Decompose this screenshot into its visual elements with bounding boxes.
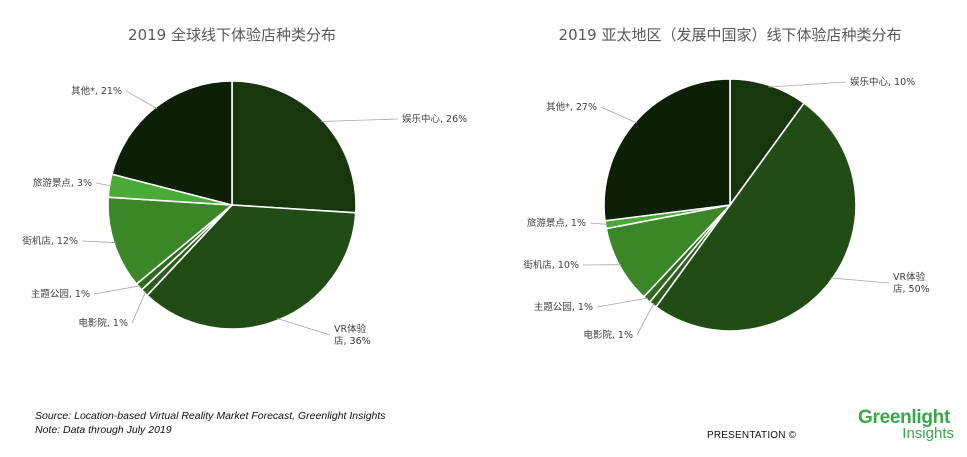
slice-label: 娱乐中心, 10%	[850, 76, 915, 88]
pie-chart-apac: 娱乐中心, 10% VR体验店, 50% 电影院, 1% 主题公园, 1% 街机店, 1…	[523, 76, 929, 341]
leader-line	[636, 302, 655, 336]
slice-label: 电影院, 1%	[78, 317, 128, 329]
leader-line	[93, 285, 141, 295]
slice-label: 其他*, 21%	[71, 85, 122, 97]
slice-label: 街机店, 10%	[523, 259, 579, 271]
slice-label: 其他*, 27%	[546, 101, 597, 113]
pie-slice	[654, 101, 857, 332]
pie-slice	[110, 80, 233, 207]
leader-line	[95, 182, 112, 187]
leader-line	[600, 106, 638, 124]
greenlight-logo: Greenlight Insights	[858, 408, 958, 442]
source-note: Source: Location-based Virtual Reality M…	[35, 409, 386, 437]
pie-slice	[605, 203, 733, 298]
slice-label: 电影院, 1%	[583, 329, 633, 341]
source-text: Source: Location-based Virtual Reality M…	[35, 410, 386, 422]
leader-line	[320, 118, 399, 122]
leader-line	[131, 291, 147, 324]
logo-line1: Greenlight	[858, 407, 951, 428]
pie-slice	[107, 196, 235, 286]
chart-title-apac: 2019 亚太地区（发展中国家）线下体验店种类分布	[558, 26, 902, 44]
leader-line	[589, 222, 608, 225]
leader-line	[276, 318, 331, 336]
leader-line	[81, 240, 117, 244]
slice-label: 旅游景点, 3%	[33, 177, 92, 189]
leader-line	[830, 277, 890, 284]
slice-label: 主题公园, 1%	[31, 288, 90, 300]
slice-label: 旅游景点, 1%	[527, 217, 586, 229]
presentation-mark: PRESENTATION ©	[707, 430, 797, 441]
pie-slice	[729, 78, 806, 208]
logo-line2: Insights	[902, 425, 954, 442]
slice-label: 主题公园, 1%	[534, 301, 593, 313]
pie-chart-global: 娱乐中心, 26% VR体验店, 36% 电影院, 1% 主题公园, 1% 街机店, 1…	[22, 80, 467, 347]
chart-title-global: 2019 全球线下体验店种类分布	[128, 26, 336, 44]
leader-line	[768, 81, 847, 88]
leader-line	[125, 90, 158, 109]
slice-label: VR体验店, 50%	[893, 271, 930, 295]
leader-line	[596, 297, 649, 308]
slice-label: 娱乐中心, 26%	[402, 113, 467, 125]
slice-label: VR体验店, 36%	[334, 323, 371, 347]
note-text: Note: Data through July 2019	[35, 424, 172, 436]
pie-slice	[145, 204, 357, 330]
slice-label: 街机店, 12%	[22, 235, 78, 247]
pie-slice	[231, 80, 357, 214]
pie-slice	[603, 78, 731, 222]
